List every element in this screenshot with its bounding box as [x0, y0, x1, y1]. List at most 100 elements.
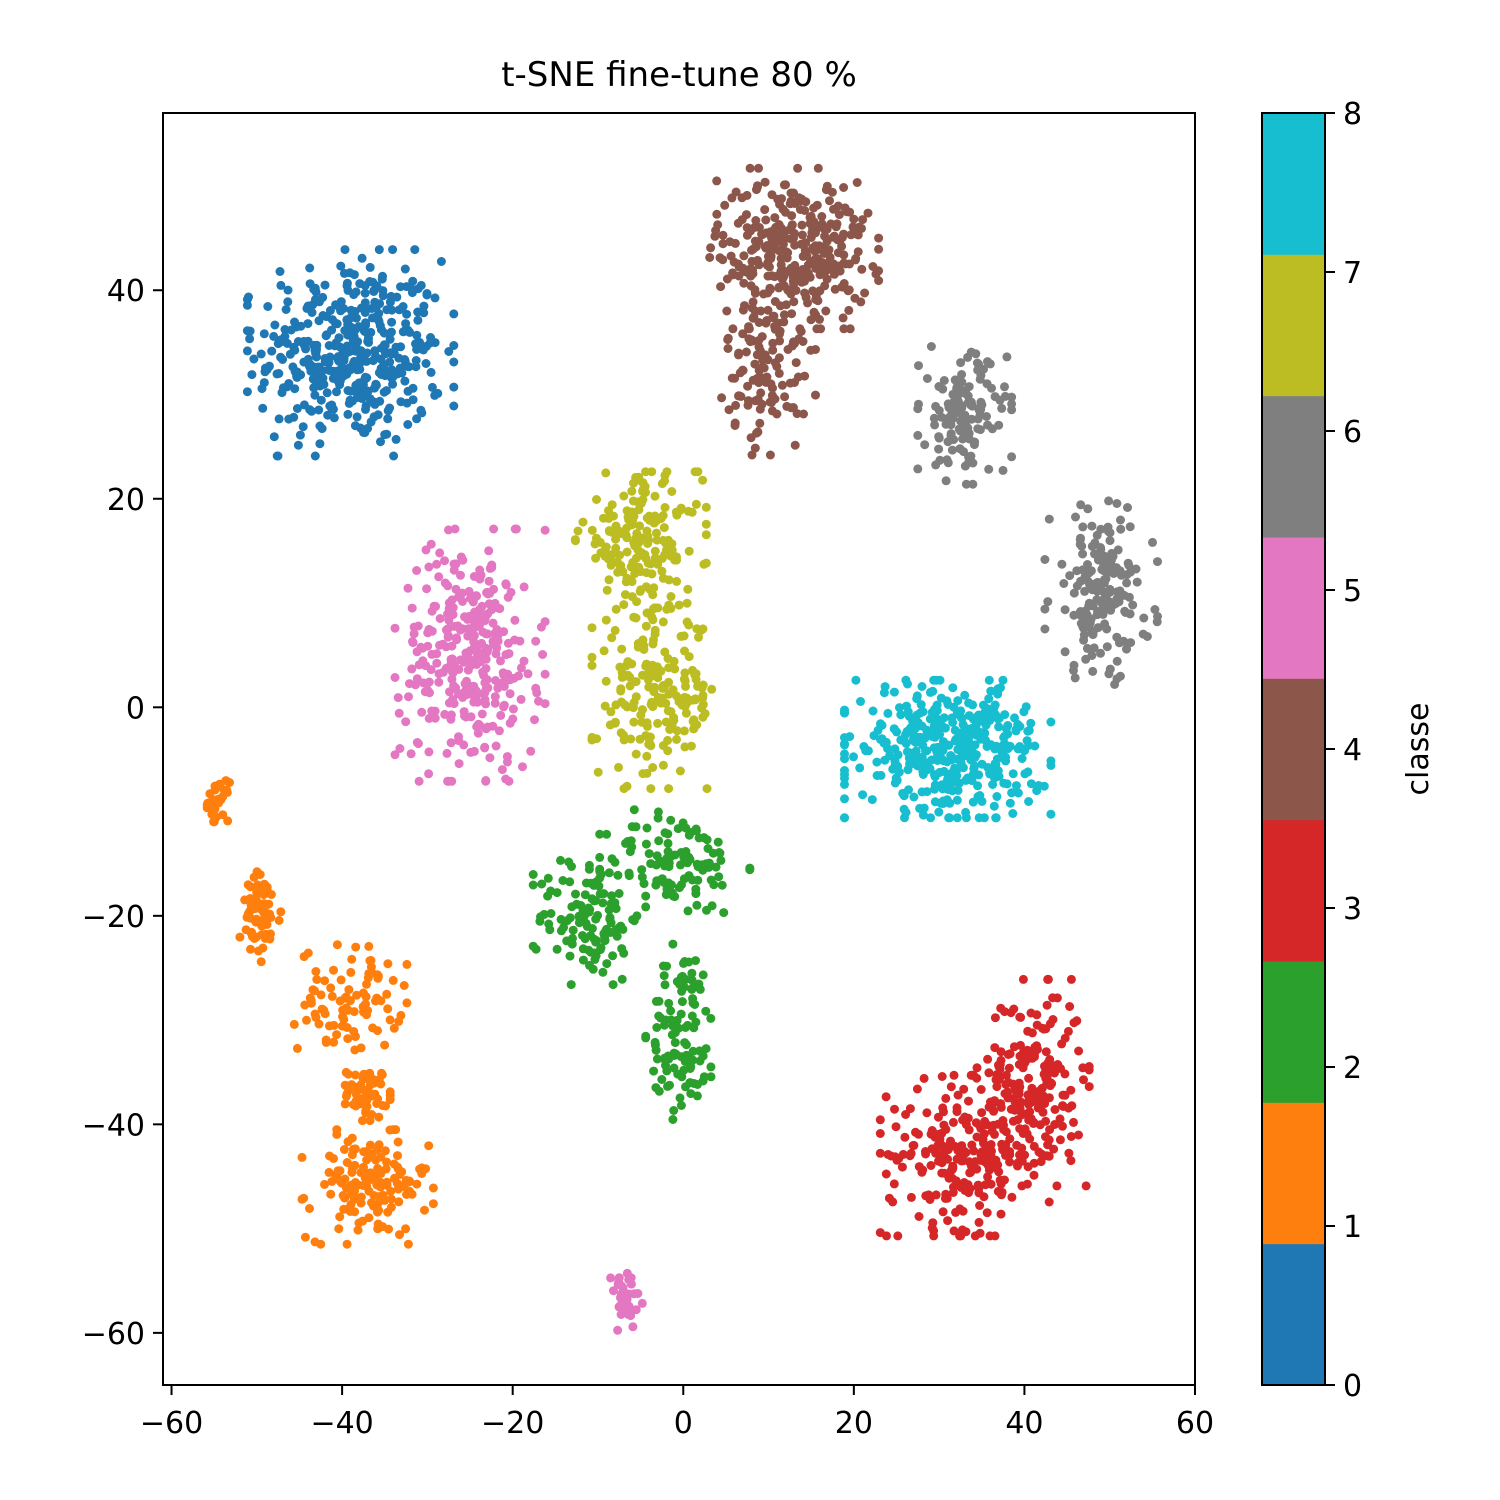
point-class-7 [670, 664, 680, 674]
point-class-4 [752, 373, 762, 383]
point-class-5 [516, 663, 526, 673]
point-class-3 [952, 1107, 962, 1117]
point-class-4 [747, 303, 757, 313]
point-class-8 [920, 733, 930, 743]
point-class-3 [953, 1090, 963, 1100]
point-class-8 [938, 784, 948, 794]
point-class-5 [624, 1289, 634, 1299]
point-class-2 [564, 857, 574, 867]
point-class-4 [768, 345, 778, 355]
point-class-1 [327, 991, 337, 1001]
point-class-8 [919, 803, 929, 813]
point-class-2 [556, 914, 566, 924]
point-class-8 [959, 726, 969, 736]
point-class-1 [235, 932, 245, 942]
point-class-7 [680, 701, 690, 711]
point-class-0 [292, 372, 302, 382]
point-class-0 [364, 334, 373, 344]
point-class-3 [893, 1231, 903, 1241]
colorbar [1262, 113, 1325, 1386]
point-class-7 [680, 676, 690, 686]
point-class-0 [331, 318, 340, 328]
point-class-1 [376, 1079, 386, 1089]
point-class-8 [939, 766, 949, 776]
point-class-3 [1001, 1070, 1011, 1080]
point-class-4 [770, 297, 780, 306]
colorbar-band-0 [1262, 1243, 1325, 1386]
point-class-7 [694, 632, 703, 642]
point-class-2 [687, 968, 697, 978]
point-class-8 [858, 790, 868, 800]
point-class-3 [974, 1183, 984, 1193]
point-class-8 [1008, 769, 1018, 779]
point-class-6 [1075, 535, 1085, 545]
point-class-5 [494, 726, 504, 736]
point-class-6 [1044, 514, 1054, 524]
point-class-0 [321, 331, 331, 341]
point-class-2 [684, 957, 694, 967]
point-class-0 [444, 347, 454, 356]
point-class-3 [1010, 1105, 1020, 1115]
point-class-4 [797, 230, 807, 240]
point-class-2 [582, 921, 592, 931]
point-class-5 [394, 708, 404, 718]
point-class-3 [1030, 1052, 1039, 1062]
point-class-0 [375, 321, 385, 331]
point-class-3 [1025, 1107, 1035, 1117]
point-class-5 [469, 746, 479, 756]
point-class-7 [604, 526, 614, 536]
point-class-4 [754, 342, 764, 352]
point-class-7 [707, 684, 717, 694]
point-class-4 [763, 355, 773, 365]
point-class-2 [698, 970, 708, 980]
colorbar-band-3 [1262, 819, 1325, 962]
point-class-3 [1035, 1092, 1045, 1102]
point-class-6 [1040, 604, 1050, 614]
point-class-2 [594, 881, 604, 891]
point-class-0 [257, 384, 267, 394]
point-class-3 [1050, 1105, 1060, 1114]
colorbar-band-4 [1262, 678, 1325, 821]
point-class-6 [994, 420, 1004, 430]
point-class-3 [996, 1209, 1006, 1219]
point-class-4 [761, 318, 771, 328]
point-class-5 [616, 1310, 626, 1319]
point-class-0 [379, 340, 389, 350]
point-class-0 [389, 451, 399, 461]
point-class-6 [926, 342, 936, 351]
point-class-2 [602, 829, 612, 839]
point-class-4 [750, 396, 760, 406]
point-class-2 [641, 839, 651, 849]
point-class-0 [449, 309, 459, 319]
point-class-7 [621, 661, 631, 671]
point-class-4 [813, 163, 823, 173]
point-class-1 [375, 1168, 385, 1178]
point-class-6 [1112, 587, 1122, 597]
point-class-3 [951, 1207, 961, 1217]
point-class-0 [245, 334, 255, 344]
point-class-1 [377, 1068, 386, 1078]
point-class-5 [417, 707, 427, 717]
point-class-1 [326, 1189, 336, 1199]
point-class-4 [805, 272, 815, 282]
point-class-7 [606, 707, 616, 717]
point-class-2 [539, 909, 549, 919]
point-class-2 [595, 945, 605, 955]
point-class-3 [941, 1189, 951, 1199]
point-class-4 [774, 283, 784, 293]
point-class-3 [960, 1185, 970, 1195]
point-class-1 [428, 1199, 438, 1209]
point-class-5 [480, 743, 490, 753]
point-class-3 [1072, 1016, 1082, 1026]
point-class-4 [773, 194, 783, 204]
point-class-3 [881, 1169, 891, 1179]
point-class-2 [565, 877, 575, 887]
point-class-3 [958, 1150, 968, 1160]
point-class-4 [863, 208, 873, 218]
point-class-0 [280, 332, 290, 341]
point-class-4 [807, 257, 817, 267]
point-class-4 [745, 163, 755, 173]
point-class-7 [625, 681, 635, 691]
point-class-2 [676, 860, 685, 870]
point-class-5 [504, 776, 514, 786]
